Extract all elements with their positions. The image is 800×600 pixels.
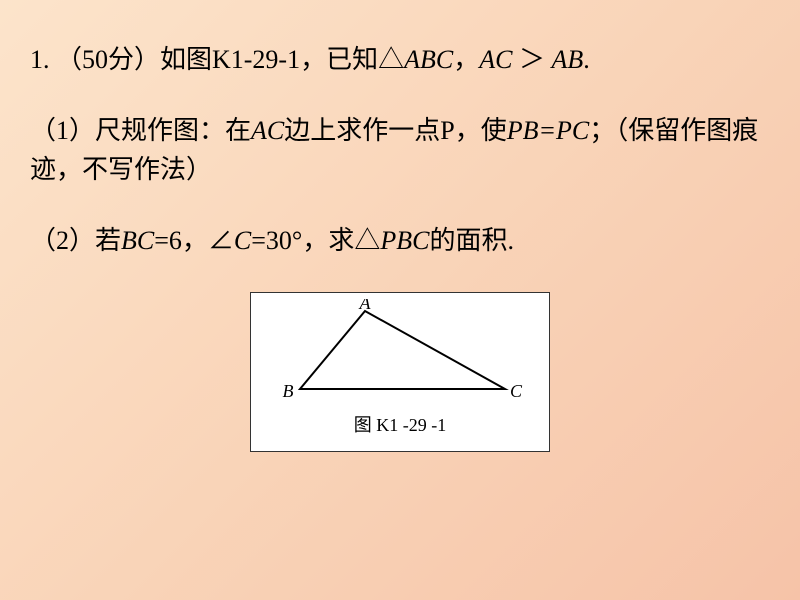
problem-part-1: （1）尺规作图：在AC边上求作一点P，使PB=PC；（保留作图痕迹，不写作法）	[30, 111, 770, 189]
problem-part-2: （2）若BC=6，∠C=30°，求△PBC的面积.	[30, 221, 770, 260]
triangle-shape	[300, 311, 505, 389]
equation-pb-pc: PB=PC	[507, 116, 590, 145]
segment-ab: AB	[551, 45, 583, 74]
text: （2）若	[30, 226, 121, 255]
text: 的面积.	[429, 226, 514, 255]
vertex-label-c: C	[510, 381, 523, 401]
figure-container: A B C 图 K1 -29 -1	[250, 292, 550, 452]
angle-c: C	[234, 226, 251, 255]
segment-ac: AC	[251, 116, 284, 145]
problem-content: 1. （50分）如图K1-29-1，已知△ABC，AC ＞ AB. （1）尺规作…	[0, 0, 800, 492]
triangle-abc: ABC	[404, 45, 453, 74]
segment-bc: BC	[121, 226, 154, 255]
text: 边上求作一点P，使	[284, 116, 506, 145]
text: （1）尺规作图：在	[30, 116, 251, 145]
gt-symbol: ＞	[512, 45, 551, 74]
vertex-label-b: B	[283, 381, 294, 401]
text: =6，∠	[154, 226, 234, 255]
text: =30°，求△	[251, 226, 380, 255]
triangle-pbc: PBC	[380, 226, 429, 255]
vertex-label-a: A	[359, 299, 372, 313]
text: .	[583, 45, 590, 74]
triangle-diagram: A B C	[270, 299, 530, 409]
segment-ac: AC	[479, 45, 512, 74]
figure-caption: 图 K1 -29 -1	[354, 411, 447, 437]
problem-line-1: 1. （50分）如图K1-29-1，已知△ABC，AC ＞ AB.	[30, 40, 770, 79]
text: ，	[453, 45, 479, 74]
text: 1. （50分）如图K1-29-1，已知△	[30, 45, 404, 74]
